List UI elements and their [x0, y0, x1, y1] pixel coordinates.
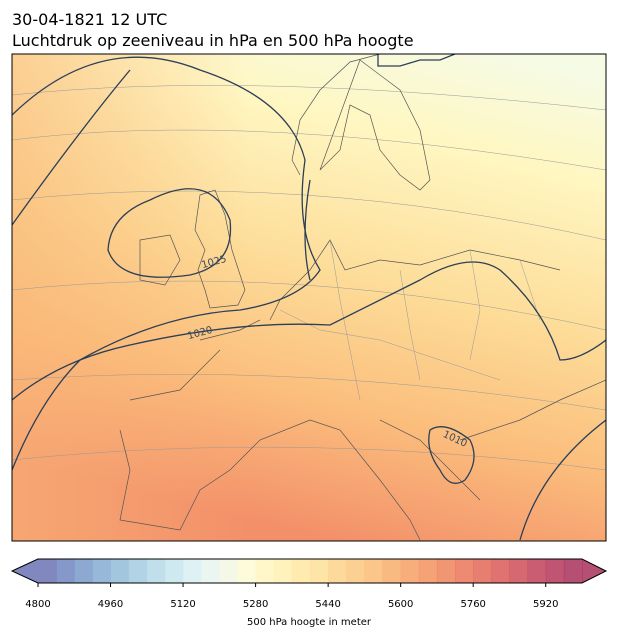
colorbar-tick-label: 4960	[98, 599, 123, 610]
colorbar-segment	[128, 559, 148, 583]
isobar	[12, 69, 311, 281]
height-contours	[12, 85, 606, 471]
colorbar-segment	[237, 559, 257, 583]
colorbar-segment	[473, 559, 492, 583]
map: 1025 1020 1010	[12, 54, 606, 541]
colorbar-tick-label: 5760	[460, 599, 485, 610]
borders	[279, 239, 541, 401]
colorbar: 4800 4960 5120 5280 5440 5600 5760 5920	[10, 558, 608, 610]
isobar	[107, 188, 232, 278]
colorbar-label: 500 hPa hoogte in meter	[247, 617, 372, 628]
subtitle: Luchtdruk op zeeniveau in hPa en 500 hPa…	[12, 31, 414, 50]
colorbar-segment	[310, 559, 329, 583]
colorbar-extend-max	[582, 559, 606, 583]
map-frame	[11, 53, 607, 542]
colorbar-segment	[328, 559, 347, 583]
colorbar-segment	[219, 559, 238, 583]
colorbar-segment	[364, 559, 384, 583]
colorbar-segment	[110, 559, 130, 583]
colorbar-segment	[201, 559, 220, 583]
colorbar-segment	[164, 559, 184, 583]
colorbar-tick-label: 5920	[533, 599, 558, 610]
map-shading	[12, 54, 606, 541]
colorbar-segment	[273, 559, 293, 583]
title: 30-04-1821 12 UTC	[12, 10, 167, 29]
isobar	[428, 419, 606, 541]
colorbar-tick-label: 5280	[243, 599, 268, 610]
colorbar-segment	[491, 559, 510, 583]
colorbar-segment	[56, 559, 75, 583]
colorbar-extend-min	[12, 559, 38, 583]
colorbar-tick-label: 5440	[315, 599, 340, 610]
colorbar-tick-label: 5600	[388, 599, 413, 610]
colorbar-segment	[527, 559, 547, 583]
colorbar-tick-label: 5120	[170, 599, 195, 610]
colorbar-segment	[346, 559, 365, 583]
colorbar-segment	[38, 559, 57, 583]
isobar	[12, 261, 606, 401]
colorbar-segment	[436, 559, 456, 583]
isobar	[377, 54, 456, 67]
coastline	[119, 54, 606, 541]
colorbar-segment	[563, 559, 583, 583]
colorbar-segment	[382, 559, 402, 583]
colorbar-segment	[455, 559, 474, 583]
colorbar-frame	[10, 558, 608, 584]
colorbar-segment	[74, 559, 93, 583]
colorbar-segment	[509, 559, 529, 583]
colorbar-segment	[146, 559, 166, 583]
colorbar-segment	[400, 559, 420, 583]
colorbar-segment	[92, 559, 112, 583]
colorbar-segment	[183, 559, 202, 583]
colorbar-segment	[291, 559, 311, 583]
colorbar-segment	[545, 559, 565, 583]
colorbar-segment	[255, 559, 275, 583]
colorbar-segment	[418, 559, 438, 583]
colorbar-tick-label: 4800	[25, 599, 50, 610]
